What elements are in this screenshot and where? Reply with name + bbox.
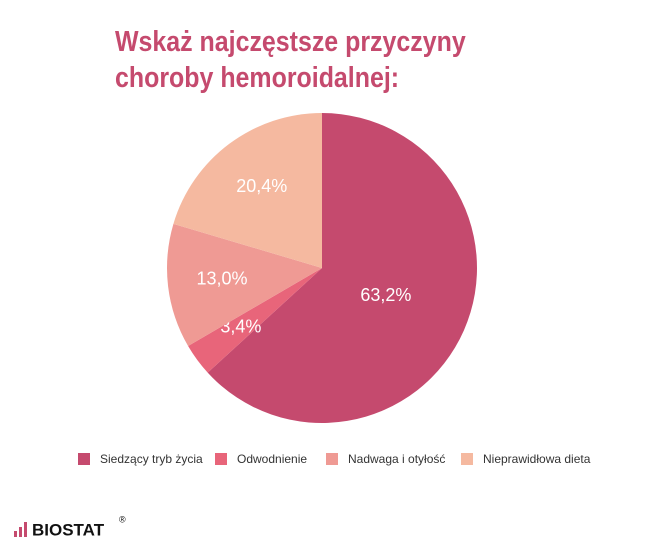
legend-swatch	[215, 453, 227, 465]
data-label: 13,0%	[196, 269, 247, 289]
logo-bar	[14, 531, 17, 537]
logo-text: BIOSTAT	[32, 520, 105, 539]
pie-slice	[173, 113, 322, 268]
chart-title: Wskaż najczęstsze przyczyny choroby hemo…	[115, 26, 466, 94]
legend-label: Nadwaga i otyłość	[348, 452, 445, 466]
logo-bar	[24, 522, 27, 537]
legend-swatch	[461, 453, 473, 465]
legend-swatch	[326, 453, 338, 465]
logo: BIOSTAT ®	[14, 514, 126, 539]
logo-bar	[19, 527, 22, 537]
data-label: 20,4%	[236, 176, 287, 196]
legend-label: Odwodnienie	[237, 452, 307, 466]
data-label: 3,4%	[220, 316, 261, 336]
pie-slice	[207, 113, 477, 423]
legend-label: Nieprawidłowa dieta	[483, 452, 591, 466]
legend-swatch	[78, 453, 90, 465]
pie-slice	[167, 223, 322, 347]
legend-label: Siedzący tryb życia	[100, 452, 203, 466]
pie-slice	[188, 268, 322, 373]
logo-mark: ®	[119, 514, 126, 524]
data-label: 63,2%	[360, 285, 411, 305]
